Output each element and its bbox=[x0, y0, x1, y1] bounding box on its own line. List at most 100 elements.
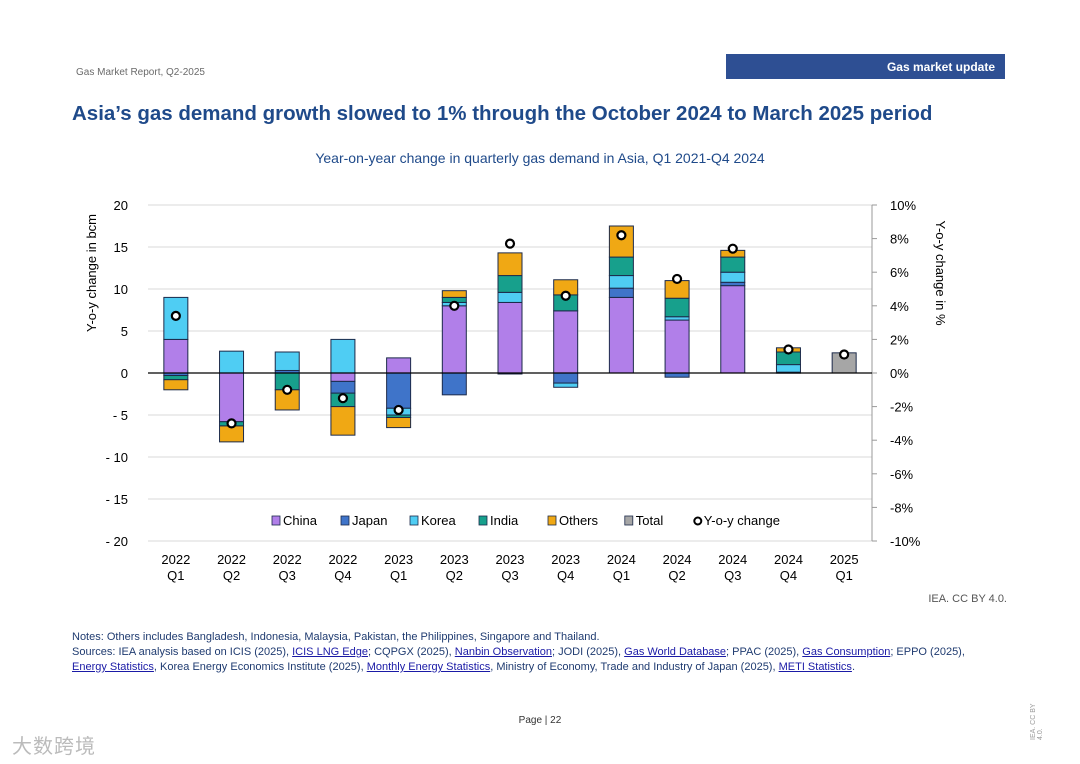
source-link[interactable]: Gas World Database bbox=[624, 646, 727, 658]
source-link[interactable]: Nanbin Observation bbox=[454, 646, 552, 658]
legend-swatch-india bbox=[478, 515, 488, 526]
bar-segment-japan bbox=[330, 380, 356, 394]
chart-title: Year-on-year change in quarterly gas dem… bbox=[315, 150, 765, 166]
yoy-marker bbox=[727, 243, 738, 254]
y-tick-label: - 15 bbox=[106, 492, 128, 507]
bar-segment-others bbox=[163, 379, 189, 391]
section-badge: Gas market update bbox=[726, 54, 1005, 79]
x-tick-label: 2022 bbox=[217, 552, 246, 567]
bar-segment-china bbox=[553, 310, 579, 374]
page-headline: Asia’s gas demand growth slowed to 1% th… bbox=[72, 102, 933, 125]
yoy-marker bbox=[170, 310, 181, 321]
x-tick-label: 2023 bbox=[440, 552, 469, 567]
x-tick-label: 2022 bbox=[161, 552, 190, 567]
bar-segment-others bbox=[441, 290, 467, 298]
y-right-tick-label: -10% bbox=[890, 534, 921, 549]
x-tick-label: 2024 bbox=[607, 552, 636, 567]
legend-swatch-others bbox=[547, 515, 557, 526]
sources-text: Sources: IEA analysis based on ICIS (202… bbox=[72, 645, 982, 675]
yoy-marker bbox=[337, 393, 349, 404]
x-tick-label: Q3 bbox=[724, 568, 741, 583]
bar-segment-japan bbox=[720, 281, 746, 287]
legend-swatch-total bbox=[624, 515, 634, 526]
x-tick-label: 2023 bbox=[384, 552, 413, 567]
y-tick-label: 0 bbox=[121, 366, 128, 381]
yoy-marker bbox=[226, 418, 237, 429]
watermark: 大数跨境 bbox=[12, 736, 96, 758]
bar-segment-others bbox=[330, 406, 356, 436]
bar-segment-korea bbox=[553, 382, 579, 388]
bar-segment-japan bbox=[553, 372, 579, 384]
x-tick-label: 2023 bbox=[551, 552, 580, 567]
bar-segment-korea bbox=[664, 316, 690, 321]
x-tick-label: 2024 bbox=[663, 552, 692, 567]
bar-segment-korea bbox=[219, 350, 245, 374]
yoy-marker bbox=[839, 349, 850, 360]
x-tick-label: 2022 bbox=[273, 552, 302, 567]
source-link[interactable]: METI Statistics bbox=[778, 661, 852, 673]
source-link[interactable]: Gas Consumption bbox=[802, 646, 891, 658]
bar-segment-japan bbox=[608, 287, 634, 298]
source-link[interactable]: Energy Statistics bbox=[72, 661, 154, 673]
bar-segment-korea bbox=[775, 364, 801, 373]
bar-segment-korea bbox=[497, 291, 523, 303]
bar-segment-china bbox=[664, 319, 690, 374]
sources-part: ; JODI (2025), bbox=[552, 646, 625, 658]
bar-segment-china bbox=[386, 357, 412, 374]
x-tick-label: Q2 bbox=[668, 568, 685, 583]
y-tick-label: 20 bbox=[114, 198, 128, 213]
y-tick-label: 10 bbox=[114, 282, 128, 297]
yoy-marker bbox=[616, 230, 627, 241]
sources-part: , Korea Energy Economics Institute (2025… bbox=[153, 661, 367, 673]
y-tick-label: - 5 bbox=[113, 408, 128, 423]
bar-segment-japan bbox=[441, 372, 467, 396]
legend-swatch-china bbox=[271, 515, 281, 526]
y-right-tick-label: 0% bbox=[890, 366, 909, 381]
yoy-marker bbox=[504, 238, 516, 249]
source-link[interactable]: Monthly Energy Statistics bbox=[366, 661, 491, 673]
legend-label: Others bbox=[559, 513, 599, 528]
bar-segment-india bbox=[497, 275, 523, 293]
bar-segment-others bbox=[497, 252, 523, 277]
x-tick-label: Q3 bbox=[501, 568, 518, 583]
x-tick-label: Q1 bbox=[835, 568, 852, 583]
y-right-tick-label: 10% bbox=[890, 198, 916, 213]
source-link[interactable]: ICIS LNG Edge bbox=[292, 646, 368, 658]
y-right-tick-label: -2% bbox=[890, 400, 914, 415]
bar-segment-india bbox=[664, 297, 690, 318]
y-right-axis-title: Y-o-y change in % bbox=[933, 220, 948, 325]
legend-swatch-korea bbox=[409, 515, 419, 526]
legend-label: China bbox=[283, 513, 318, 528]
x-tick-label: 2025 bbox=[830, 552, 859, 567]
bar-segment-china bbox=[608, 296, 634, 374]
bar-segment-korea bbox=[330, 338, 356, 374]
yoy-marker bbox=[560, 290, 571, 301]
x-tick-label: 2022 bbox=[328, 552, 357, 567]
x-tick-label: Q2 bbox=[223, 568, 240, 583]
x-tick-label: Q4 bbox=[557, 568, 574, 583]
yoy-marker bbox=[671, 273, 683, 285]
legend-label: Y-o-y change bbox=[704, 513, 780, 528]
bar-segment-china bbox=[497, 301, 523, 374]
x-tick-label: Q4 bbox=[780, 568, 797, 583]
y-right-tick-label: -8% bbox=[890, 500, 914, 515]
y-axis-title: Y-o-y change in bcm bbox=[84, 214, 99, 332]
y-right-tick-label: 4% bbox=[890, 299, 909, 314]
legend-marker-yoy bbox=[693, 516, 703, 526]
yoy-marker bbox=[783, 344, 794, 355]
bar-segment-japan bbox=[664, 372, 690, 378]
x-tick-label: Q1 bbox=[390, 568, 407, 583]
y-right-tick-label: 8% bbox=[890, 232, 909, 247]
y-right-tick-label: 2% bbox=[890, 332, 909, 347]
report-label: Gas Market Report, Q2-2025 bbox=[76, 67, 205, 78]
bar-segment-china bbox=[330, 372, 356, 382]
sources-part: Sources: IEA analysis based on ICIS (202… bbox=[72, 646, 293, 658]
x-tick-label: Q1 bbox=[613, 568, 630, 583]
bar-segment-korea bbox=[274, 351, 300, 371]
side-credit: IEA. CC BY 4.0. bbox=[1030, 703, 1044, 740]
chart-credit: IEA. CC BY 4.0. bbox=[928, 593, 1007, 605]
yoy-marker bbox=[393, 404, 404, 416]
bar-segment-china bbox=[720, 285, 746, 374]
x-tick-label: 2024 bbox=[774, 552, 803, 567]
